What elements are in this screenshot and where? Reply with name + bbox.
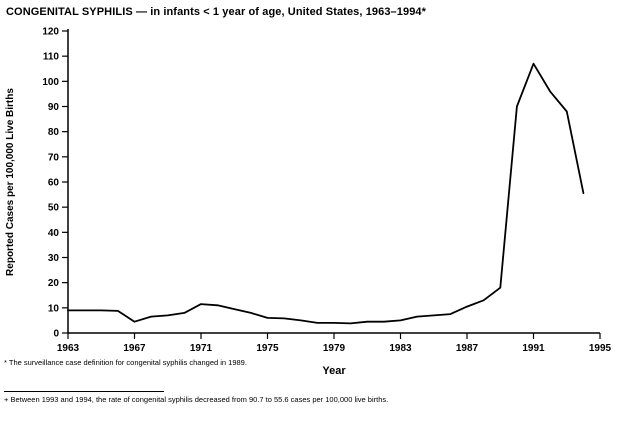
y-tick-label: 10 [48, 303, 60, 314]
x-tick-label: 1975 [256, 343, 279, 354]
x-tick-label: 1983 [389, 343, 412, 354]
y-tick-label: 20 [48, 278, 60, 289]
footnote-separator [4, 391, 164, 392]
x-tick-label: 1987 [456, 343, 479, 354]
y-tick-label: 120 [42, 27, 59, 38]
x-axis-title: Year [322, 365, 346, 377]
x-tick-label: 1971 [190, 343, 213, 354]
y-tick-label: 70 [48, 152, 60, 163]
footnote-surveillance-definition: * The surveillance case definition for c… [4, 358, 247, 367]
x-tick-label: 1995 [589, 343, 612, 354]
footnote-rate-change: + Between 1993 and 1994, the rate of con… [4, 395, 389, 404]
y-tick-label: 100 [42, 77, 59, 88]
y-tick-label: 0 [53, 329, 59, 340]
x-tick-label: 1979 [323, 343, 346, 354]
y-tick-label: 90 [48, 102, 60, 113]
data-line [67, 62, 585, 325]
x-tick-label: 1967 [123, 343, 146, 354]
x-tick-label: 1991 [522, 343, 545, 354]
y-tick-label: 80 [48, 127, 60, 138]
chart-title: CONGENITAL SYPHILIS — in infants < 1 yea… [6, 6, 427, 18]
y-tick-label: 30 [48, 253, 60, 264]
y-tick-label: 50 [48, 203, 60, 214]
y-tick-label: 40 [48, 228, 60, 239]
y-axis-title: Reported Cases per 100,000 Live Births [5, 88, 16, 276]
y-tick-label: 110 [43, 52, 60, 63]
x-tick-label: 1963 [57, 343, 80, 354]
below-axis-row: * The surveillance case definition for c… [0, 355, 621, 387]
line-chart: 0 10 20 30 40 50 60 70 80 90 100 110 120 1963 1967 1971… [5, 27, 612, 355]
y-tick-label: 60 [48, 178, 60, 189]
